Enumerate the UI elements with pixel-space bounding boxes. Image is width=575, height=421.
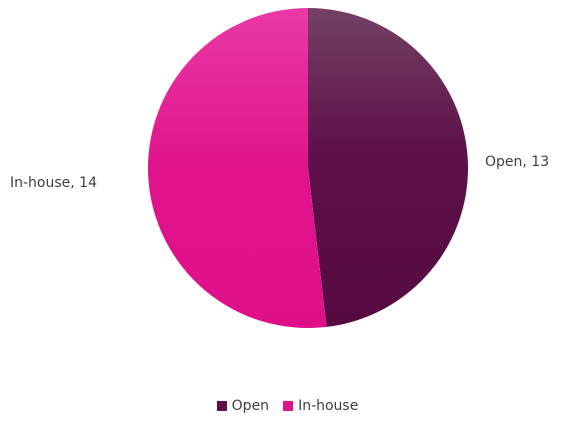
legend-label-in-house: In-house: [298, 398, 359, 414]
legend-item-in-house: In-house: [283, 398, 358, 414]
pie-slice-open: [308, 8, 469, 327]
pie-slice-in-house: [148, 8, 327, 328]
legend-swatch-open: [216, 401, 227, 411]
data-label-open: Open, 13: [485, 154, 549, 170]
data-label-in-house: In-house, 14: [10, 175, 97, 191]
legend-swatch-in-house: [283, 401, 294, 411]
legend: Open In-house: [0, 398, 575, 414]
legend-label-open: Open: [231, 398, 270, 414]
legend-item-open: Open: [216, 398, 270, 414]
